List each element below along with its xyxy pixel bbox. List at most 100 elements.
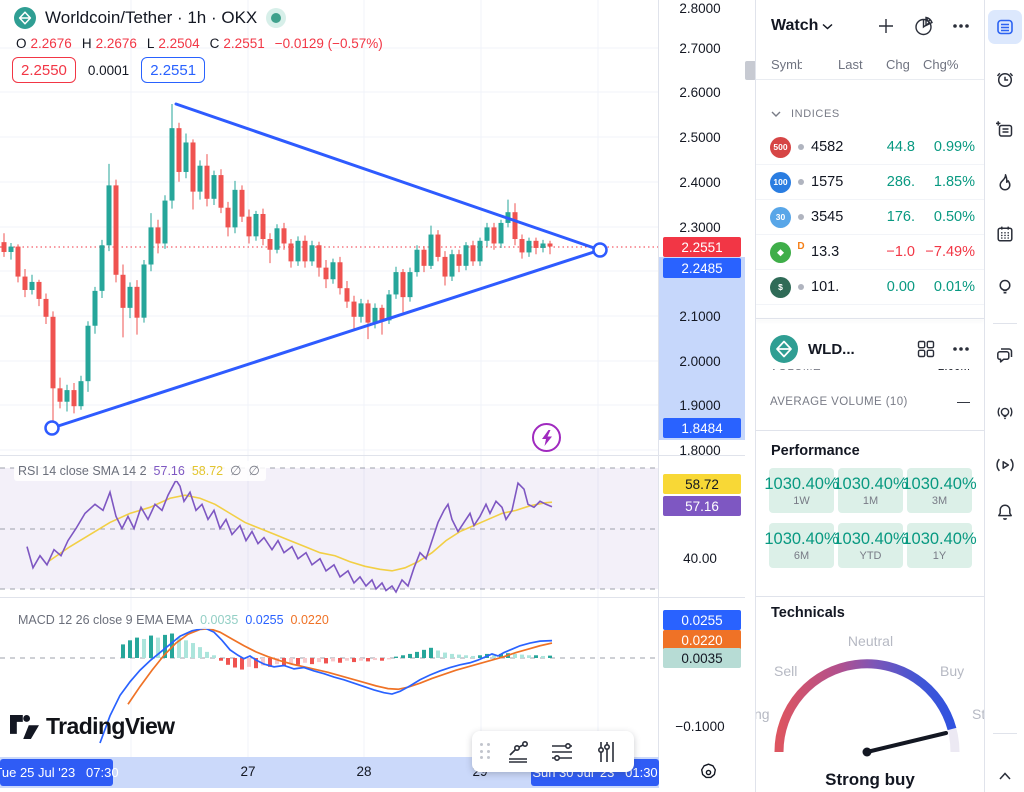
chevron-down-icon[interactable]	[822, 23, 833, 30]
time-range-start-label: Tue 25 Jul '23 07:30	[0, 759, 119, 786]
indicators-settings-button[interactable]	[543, 735, 582, 769]
column-symbol[interactable]: Symbol	[771, 57, 802, 72]
watchlist-columns[interactable]: Symbol Last Chg Chg%	[756, 50, 984, 80]
close-label: C	[209, 36, 220, 51]
grid-layout-button[interactable]	[916, 339, 936, 359]
gauge-label-strong-sell: ng	[755, 706, 770, 722]
average-volume-value: —	[957, 394, 970, 409]
chat-button[interactable]	[988, 338, 1022, 372]
performance-period: 3M	[931, 494, 948, 507]
rsi-line	[26, 478, 553, 594]
add-symbol-button[interactable]	[876, 16, 896, 36]
watchlist-title[interactable]: Watch	[771, 17, 819, 34]
volume-row: VOLUME 2.00M	[756, 369, 984, 383]
trendline-tool-icon	[508, 740, 528, 763]
trendline-tool-button[interactable]	[499, 735, 538, 769]
watchlist-rows: 500 4582 44.8 0.99% 100 1575 286. 1.85% 30 3545 17…	[756, 130, 984, 305]
svg-text:0.0255: 0.0255	[681, 613, 722, 628]
spread-value: 0.0001	[87, 62, 130, 78]
buy-button[interactable]: 2.2551	[141, 57, 206, 83]
column-chg[interactable]: Chg	[886, 57, 910, 72]
svg-text:2.5000: 2.5000	[679, 130, 720, 145]
detail-symbol-name[interactable]: WLD...	[808, 340, 855, 358]
rsi-sma-line	[47, 494, 553, 572]
panel-resize-grip[interactable]	[745, 61, 756, 80]
gridlines	[0, 0, 658, 757]
ask-price-label: 2.2485	[663, 258, 741, 278]
right-icon-rail	[984, 0, 1024, 792]
last-price: 4582	[811, 139, 844, 155]
column-chg-percent[interactable]: Chg%	[923, 57, 959, 72]
macd-legend[interactable]: MACD 12 26 close 9 EMA EMA 0.0035 0.0255…	[14, 611, 335, 629]
more-options-button[interactable]	[952, 346, 970, 352]
play-radiate-icon	[996, 458, 1014, 472]
sell-button[interactable]: 2.2550	[12, 57, 76, 83]
collapse-button[interactable]	[988, 758, 1022, 792]
ideas-button[interactable]	[988, 270, 1022, 304]
more-options-button[interactable]	[952, 23, 970, 29]
streams-button[interactable]	[988, 448, 1022, 482]
live-ideas-button[interactable]	[988, 396, 1022, 430]
lightning-button[interactable]	[532, 423, 561, 452]
axis-settings-button[interactable]	[698, 762, 719, 788]
macd-signal-label: 0.0220	[663, 630, 741, 650]
flame-icon	[999, 174, 1011, 191]
notes-button[interactable]	[988, 113, 1022, 147]
performance-value: 1030.40%	[764, 529, 839, 548]
calendar-button[interactable]	[988, 217, 1022, 251]
chevron-up-icon	[999, 772, 1011, 780]
symbol-title[interactable]: Worldcoin/Tether · 1h · OKX	[45, 8, 258, 27]
hide-rsi-icon[interactable]: ∅	[230, 463, 242, 478]
hide-rsi-sma-icon[interactable]: ∅	[248, 463, 260, 478]
status-dot-icon	[791, 144, 811, 150]
watchlist-row[interactable]: 100 1575 286. 1.85%	[756, 165, 984, 200]
high-value: 2.2676	[95, 36, 137, 51]
change-percent: 0.01%	[933, 279, 975, 295]
rail-divider	[993, 733, 1017, 734]
axis-selection-band	[659, 257, 745, 440]
symbol-badge: ◆	[770, 241, 791, 263]
watchlist-row[interactable]: ◆ D 13.3 −1.0 −7.49%	[756, 235, 984, 270]
macd-value-label: 0.0255	[663, 610, 741, 630]
watchlist-row[interactable]: 30 3545 176. 0.50%	[756, 200, 984, 235]
sliders-icon	[597, 741, 614, 762]
watchlist-panel: Watch Symbol Last Chg Chg% INDICES 500 45…	[755, 0, 984, 792]
change-percent: 0.50%	[933, 209, 975, 225]
column-last[interactable]: Last	[838, 57, 863, 72]
pie-chart-icon[interactable]	[913, 15, 935, 37]
macd-line-value: 0.0255	[245, 613, 284, 627]
line-settings-icon	[552, 742, 573, 761]
panel-divider	[756, 430, 984, 431]
status-dot-icon	[791, 284, 811, 290]
last-price: 13.3	[811, 244, 840, 260]
alerts-clock-button[interactable]	[988, 62, 1022, 96]
drag-handle-icon[interactable]	[480, 743, 491, 760]
chevron-down-icon	[771, 111, 781, 117]
watchlist-rail-button[interactable]	[988, 10, 1022, 44]
tradingview-logo[interactable]: TradingView	[10, 713, 175, 740]
svg-text:2.6000: 2.6000	[679, 85, 720, 100]
sliders-button[interactable]	[588, 735, 627, 769]
average-volume-row: AVERAGE VOLUME (10) —	[756, 394, 984, 409]
change-value: −0.0129 (−0.57%)	[274, 36, 383, 51]
performance-value: 1030.40%	[764, 474, 839, 493]
watchlist-row[interactable]: $101. 0.00 0.01%	[756, 270, 984, 305]
performance-period: 6M	[793, 549, 810, 562]
status-dot-icon	[791, 179, 811, 185]
last-price: 3545	[811, 209, 844, 225]
change-value: 0.00	[886, 279, 915, 295]
status-dot-icon	[791, 214, 811, 220]
rsi-legend[interactable]: RSI 14 close SMA 14 2 57.16 58.72 ∅ ∅	[14, 461, 266, 481]
notifications-button[interactable]	[988, 495, 1022, 529]
performance-value: 1030.40%	[833, 529, 908, 548]
section-indices[interactable]: INDICES	[756, 100, 984, 128]
section-label: INDICES	[791, 108, 840, 120]
watchlist-row[interactable]: 500 4582 44.8 0.99%	[756, 130, 984, 165]
change-value: −1.0	[886, 244, 915, 260]
chart-canvas[interactable]: 2.8000 2.7000 2.6000 2.5000 2.4000 2.3000 2.10…	[0, 0, 745, 757]
floating-toolbar[interactable]	[472, 731, 634, 772]
hotlists-button[interactable]	[988, 165, 1022, 199]
watchlist-header: Watch	[756, 6, 984, 46]
performance-cell: 1030.40% 3M	[902, 468, 977, 513]
market-status-icon[interactable]	[266, 8, 287, 28]
